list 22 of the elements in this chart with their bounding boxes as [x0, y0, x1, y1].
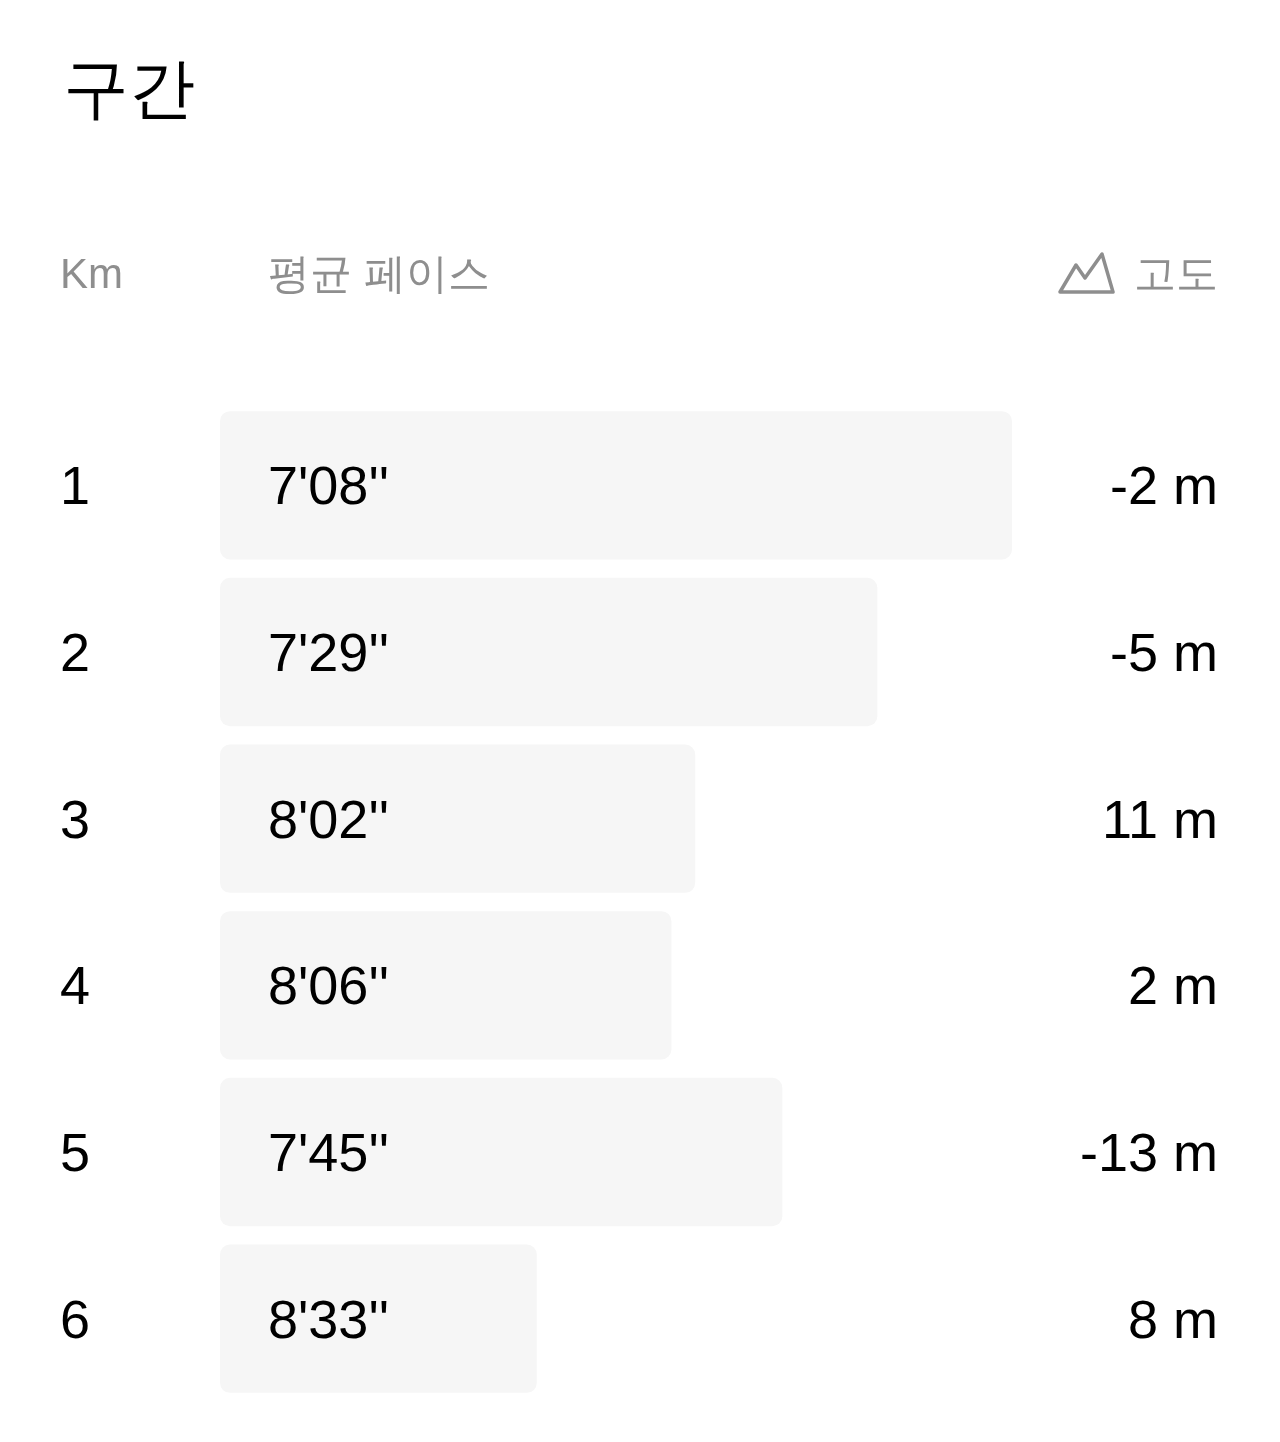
text: 8 m — [1127, 1288, 1218, 1349]
text: -5 m — [1110, 622, 1218, 682]
annotation: 8'02'' — [268, 788, 390, 849]
text: 11 m — [1101, 788, 1218, 849]
text: 고도 — [1134, 249, 1218, 297]
annotation: 8'06'' — [268, 955, 390, 1016]
y-tick-label: 1 — [60, 455, 91, 516]
annotation: 7'08'' — [268, 455, 390, 516]
x-axis-title: 평균 페이스 — [268, 249, 490, 297]
y-tick-label: 4 — [60, 955, 91, 1016]
annotation: 7'29'' — [268, 622, 390, 682]
y-tick-label: 5 — [60, 1122, 91, 1182]
text: -2 m — [1110, 455, 1218, 516]
y-tick-label: 3 — [60, 788, 91, 849]
annotation: 7'45'' — [268, 1122, 390, 1182]
y-tick-label: 6 — [60, 1288, 91, 1349]
text: -13 m — [1079, 1122, 1218, 1182]
y-axis-title: Km — [60, 249, 123, 297]
annotation: 8'33'' — [268, 1288, 390, 1349]
chart-title: 구간 — [63, 51, 195, 125]
y-tick-label: 2 — [60, 622, 91, 682]
text: 2 m — [1127, 955, 1218, 1016]
